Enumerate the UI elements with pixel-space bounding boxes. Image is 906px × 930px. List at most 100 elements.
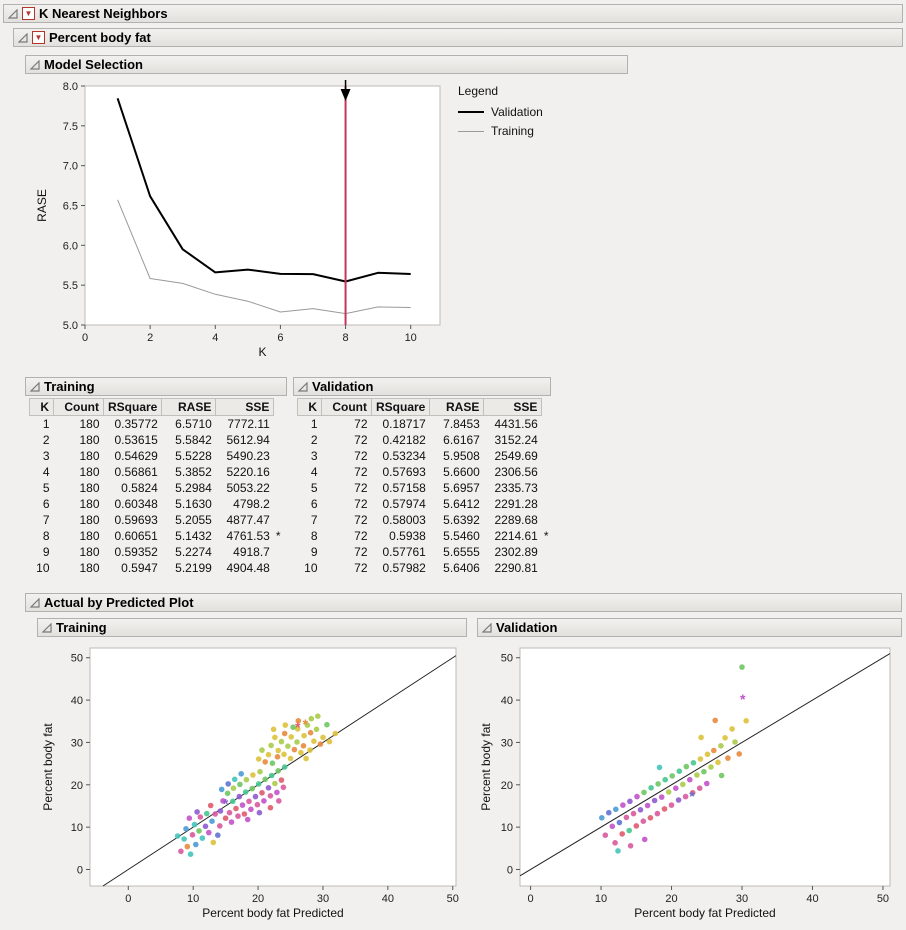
svg-text:6.0: 6.0 [63,240,78,252]
table-row: 4 180 0.56861 5.3852 5220.16 [42,465,270,479]
star-marker[interactable]: * [223,795,229,811]
series-validation [116,97,411,283]
svg-text:5.0: 5.0 [63,320,78,332]
table-row: 6 180 0.60348 5.1630 4798.2 [42,497,270,511]
disclosure-triangle-icon[interactable] [298,381,308,392]
outline-node-validation-table[interactable]: Validation [293,377,551,396]
table-row: 1 180 0.35772 6.5710 7772.11 [42,417,270,431]
validation-actual-by-predicted[interactable]: 0 10 20 30 40 50 0 10 20 30 40 50 Percent body fat P… [478,640,902,930]
svg-text:6.5: 6.5 [63,201,78,213]
table-row: 9 72 0.57761 5.6555 2302.89 [310,545,538,559]
outline-title-training-plot: Training [56,620,107,635]
legend-label: Validation [491,105,543,119]
column-header: SSE [483,398,543,416]
star-marker[interactable]: * [689,788,695,804]
plot-frame [84,85,441,326]
model-selection-chart[interactable]: 0 2 4 6 8 10 5.0 5.5 6.0 6.5 7.0 7.5 8.0 K RASE [30,77,490,372]
outline-node-pbf[interactable]: ▼ Percent body fat [13,28,903,47]
table-row: 3 180 0.54629 5.5228 5490.23 [42,449,270,463]
svg-text:10: 10 [187,893,199,905]
svg-text:7.5: 7.5 [63,121,78,133]
table-row: 9 180 0.59352 5.2274 4918.7 [42,545,270,559]
table-row: 2 180 0.53615 5.5842 5612.94 [42,433,270,447]
legend-line-swatch [458,130,484,132]
disclosure-triangle-icon[interactable] [30,597,40,608]
y-axis-label: Percent body fat [41,723,55,811]
table-row: 5 72 0.57158 5.6957 2335.73 [310,481,538,495]
y-axis-label: Percent body fat [479,723,493,811]
table-row: 8 180 0.60651 5.1432 4761.53 * [42,529,281,543]
table-row: 10 180 0.5947 5.2199 4904.48 [36,561,270,575]
outline-title-training-table: Training [44,379,95,394]
red-triangle-menu-icon[interactable]: ▼ [22,7,35,20]
svg-text:40: 40 [382,893,394,905]
rase-by-k-plot[interactable]: 0 2 4 6 8 10 5.0 5.5 6.0 6.5 7.0 7.5 8.0 K RASE [30,77,490,367]
svg-text:30: 30 [71,737,83,749]
stats-table: K Count RSquare RASE SSE 1 180 0.35772 6.5710 777… [29,398,288,576]
outline-node-training-table[interactable]: Training [25,377,287,396]
outline-title-model-selection: Model Selection [44,57,143,72]
outline-node-training-plot[interactable]: Training [37,618,467,637]
column-header: SSE [215,398,275,416]
svg-text:0: 0 [507,864,513,876]
svg-text:0: 0 [82,332,88,344]
column-header: RASE [429,398,485,416]
disclosure-triangle-icon[interactable] [42,622,52,633]
table-row: 2 72 0.42182 6.6167 3152.24 [310,433,538,447]
k-selection-arrow-icon[interactable] [340,89,351,101]
svg-text:30: 30 [501,737,513,749]
svg-text:50: 50 [447,893,459,905]
svg-text:10: 10 [595,893,607,905]
table-row: 1 72 0.18717 7.8453 4431.56 [310,417,538,431]
disclosure-triangle-icon[interactable] [30,59,40,70]
svg-text:5.5: 5.5 [63,280,78,292]
disclosure-triangle-icon[interactable] [30,381,40,392]
table-row: 7 72 0.58003 5.6392 2289.68 [310,513,538,527]
table-row: 7 180 0.59693 5.2055 4877.47 [42,513,270,527]
outline-title-actual-by-predicted: Actual by Predicted Plot [44,595,194,610]
outline-node-actual-by-predicted[interactable]: Actual by Predicted Plot [25,593,902,612]
column-header [274,399,288,416]
svg-text:10: 10 [405,332,417,344]
table-row: 3 72 0.53234 5.9508 2549.69 [310,449,538,463]
red-triangle-menu-icon[interactable]: ▼ [32,31,45,44]
outline-node-validation-plot[interactable]: Validation [477,618,902,637]
column-header: K [29,398,54,416]
outline-node-knn[interactable]: ▼ K Nearest Neighbors [3,4,903,23]
svg-text:20: 20 [71,780,83,792]
svg-text:0: 0 [528,893,534,905]
outline-title-validation-table: Validation [312,379,374,394]
plot-frame [89,647,457,887]
svg-text:8: 8 [342,332,348,344]
svg-text:30: 30 [736,893,748,905]
table-row: 8 72 0.5938 5.5460 2214.61 * [310,529,549,543]
star-marker[interactable]: * [303,716,309,732]
training-stats-table: K Count RSquare RASE SSE 1 180 0.35772 6.5710 777… [29,398,288,576]
legend-title: Legend [458,84,499,98]
svg-text:20: 20 [501,780,513,792]
legend-item: Training [458,124,568,138]
svg-text:10: 10 [71,822,83,834]
star-marker[interactable]: * [740,691,746,707]
disclosure-triangle-icon[interactable] [18,32,28,43]
svg-text:6: 6 [277,332,283,344]
disclosure-triangle-icon[interactable] [482,622,492,633]
training-scatter-plot[interactable]: 0 10 20 30 40 50 0 10 20 30 40 50 Percent body fat P… [40,640,472,928]
training-actual-by-predicted[interactable]: 0 10 20 30 40 50 0 10 20 30 40 50 Percent body fat P… [40,640,472,930]
scatter-points[interactable] [599,664,749,854]
outline-node-model-selection[interactable]: Model Selection [25,55,628,74]
table-row: 10 72 0.57982 5.6406 2290.81 [304,561,538,575]
svg-text:50: 50 [71,653,83,665]
svg-text:50: 50 [877,893,889,905]
disclosure-triangle-icon[interactable] [8,8,18,19]
scatter-points[interactable] [174,713,339,857]
svg-text:20: 20 [665,893,677,905]
outline-title-pbf: Percent body fat [49,30,151,45]
column-header: RASE [161,398,217,416]
svg-text:4: 4 [212,332,218,344]
validation-scatter-plot[interactable]: 0 10 20 30 40 50 0 10 20 30 40 50 Percent body fat P… [478,640,902,928]
x-axis-label: Percent body fat Predicted [634,906,775,920]
star-marker[interactable]: * [295,719,301,735]
svg-text:2: 2 [147,332,153,344]
